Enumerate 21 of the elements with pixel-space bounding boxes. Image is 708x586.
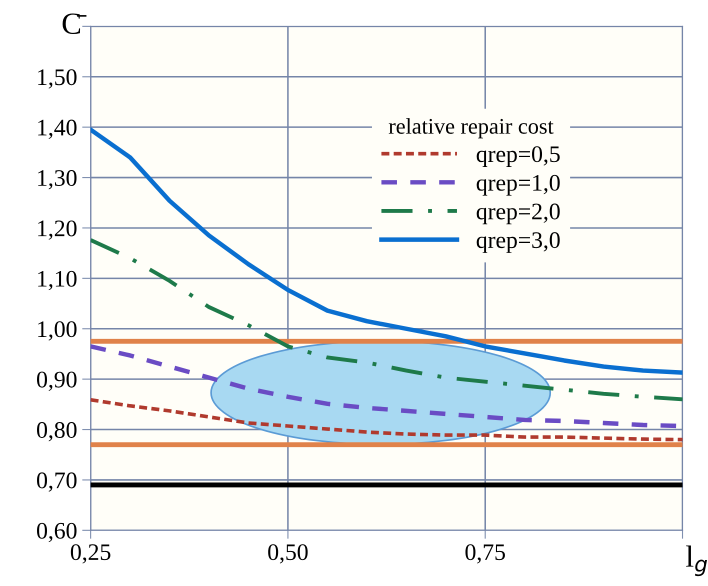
line-series <box>90 398 683 442</box>
y-tick-label: 0,60 <box>37 522 77 542</box>
legend-label: qrep=2,0 <box>476 204 560 224</box>
x-tick-label: 0,25 <box>70 544 110 564</box>
legend-label: qrep=1,0 <box>476 174 560 196</box>
y-tick-label: 1,40 <box>38 120 77 139</box>
x-tick-label: 0,75 <box>465 544 505 564</box>
legend-label: qrep=0,5 <box>476 146 560 167</box>
legend-title: relative repair cost <box>388 118 554 138</box>
y-axis-title: C̄ <box>62 13 86 34</box>
x-tick-label: 0,50 <box>268 544 308 564</box>
y-tick-label: 1,00 <box>38 321 77 341</box>
y-tick-label: 0,90 <box>37 372 77 391</box>
y-tick-label: 1,50 <box>38 69 77 89</box>
y-tick-label: 0,70 <box>37 472 77 492</box>
y-tick-label: 0,80 <box>37 422 77 442</box>
y-tick-label: 1,30 <box>38 170 77 190</box>
x-axis-title: l$_{g}$ <box>686 545 708 576</box>
y-tick-label: 1,20 <box>38 220 77 240</box>
legend-label: qrep=3,0 <box>476 232 560 253</box>
y-tick-label: 1,10 <box>38 270 77 290</box>
